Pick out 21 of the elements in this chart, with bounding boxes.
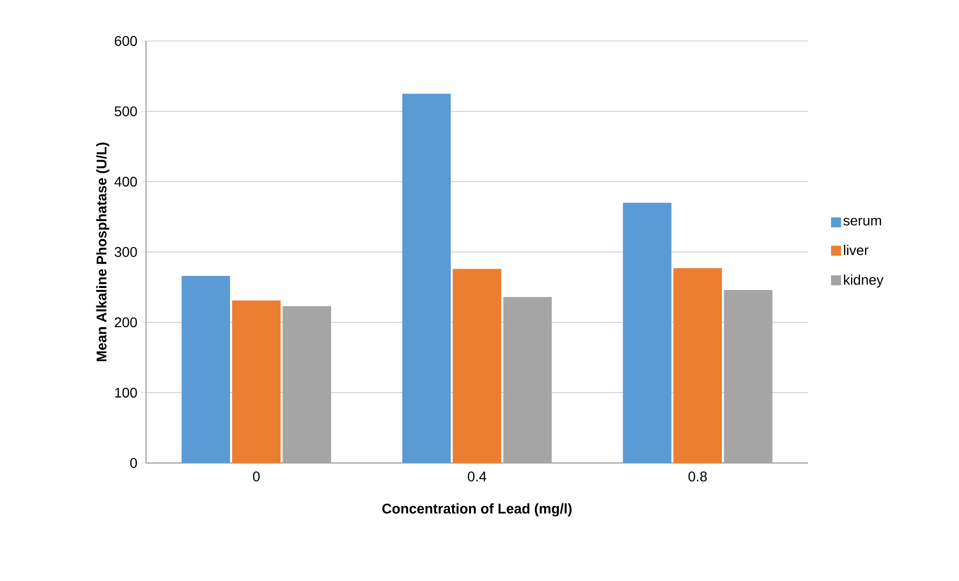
x-axis-title: Concentration of Lead (mg/l) <box>382 503 572 516</box>
bar <box>232 300 281 463</box>
y-tick-label: 300 <box>114 247 137 257</box>
y-axis-title: Mean Alkaline Phosphatase (U/L) <box>96 142 110 362</box>
x-tick-label: 0.4 <box>468 472 486 482</box>
y-tick-label: 600 <box>114 36 137 46</box>
legend-label: kidney <box>844 274 884 288</box>
y-tick-label: 500 <box>114 106 137 116</box>
legend-label: serum <box>843 218 882 226</box>
y-tick-label: 400 <box>114 176 137 187</box>
bar <box>673 268 722 463</box>
x-tick-label: 0.8 <box>688 472 707 482</box>
bar <box>402 94 451 463</box>
y-tick-label: 100 <box>115 388 137 398</box>
y-tick-label: 0 <box>130 458 137 468</box>
legend-label: liver <box>844 244 868 256</box>
y-tick-label: 200 <box>114 317 137 328</box>
bar <box>452 268 502 463</box>
bar <box>622 202 672 463</box>
x-tick-label: 0 <box>252 472 260 482</box>
bar <box>182 276 230 463</box>
